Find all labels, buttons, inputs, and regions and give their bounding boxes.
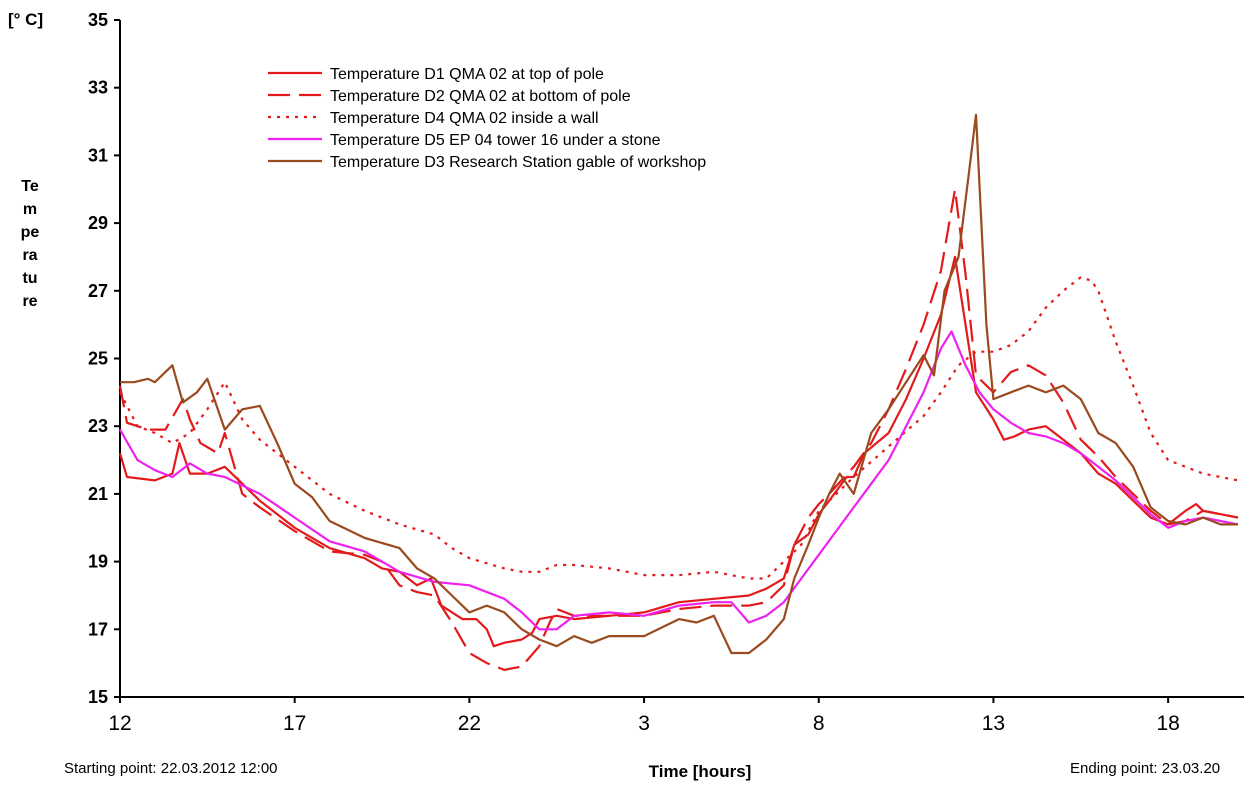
series-line-5: [120, 113, 1238, 655]
chart-legend: Temperature D1 QMA 02 at top of pole Temp…: [268, 66, 706, 171]
series-line-3: [119, 276, 1239, 580]
x-tick-label: 22: [458, 712, 481, 735]
y-tick-label: 21: [88, 484, 108, 504]
chart-axes: [119, 20, 1244, 698]
y-axis-unit-label: [° C]: [8, 10, 44, 29]
x-tick-label: 3: [638, 712, 650, 735]
legend-label-4: Temperature D5 EP 04 tower 16 under a st…: [330, 132, 661, 149]
x-tick-label: 13: [982, 712, 1005, 735]
y-tick-label: 27: [88, 281, 108, 301]
y-tick-label: 19: [88, 552, 108, 572]
x-tick-label: 17: [283, 712, 306, 735]
series-line-4: [119, 330, 1239, 631]
chart-ticks: 15 17 19 21 23 25 27 29 31 33 35 12 17 22 3 8 13 18: [88, 10, 1180, 735]
y-tick-label: 17: [88, 619, 108, 639]
legend-label-3: Temperature D4 QMA 02 inside a wall: [330, 110, 599, 127]
y-axis-title: Temperature: [20, 178, 40, 310]
chart-series: [118, 113, 1239, 671]
legend-label-2: Temperature D2 QMA 02 at bottom of pole: [330, 88, 631, 105]
legend-label-5: Temperature D3 Research Station gable of…: [330, 154, 706, 171]
x-tick-label: 18: [1156, 712, 1179, 735]
y-tick-label: 35: [88, 10, 108, 30]
series-line-2: [118, 188, 1239, 671]
starting-point-note: Starting point: 22.03.2012 12:00: [64, 760, 278, 777]
y-tick-label: 33: [88, 78, 108, 98]
y-tick-label: 25: [88, 349, 108, 369]
x-tick-label: 12: [108, 712, 131, 735]
y-tick-label: 29: [88, 213, 108, 233]
y-tick-label: 23: [88, 416, 108, 436]
x-tick-label: 8: [813, 712, 825, 735]
y-tick-label: 15: [88, 687, 108, 707]
legend-label-1: Temperature D1 QMA 02 at top of pole: [330, 66, 604, 83]
series-line-1: [118, 255, 1239, 648]
y-tick-label: 31: [88, 145, 108, 165]
ending-point-note: Ending point: 23.03.20: [1070, 760, 1221, 777]
x-axis-title: Time [hours]: [648, 762, 752, 781]
